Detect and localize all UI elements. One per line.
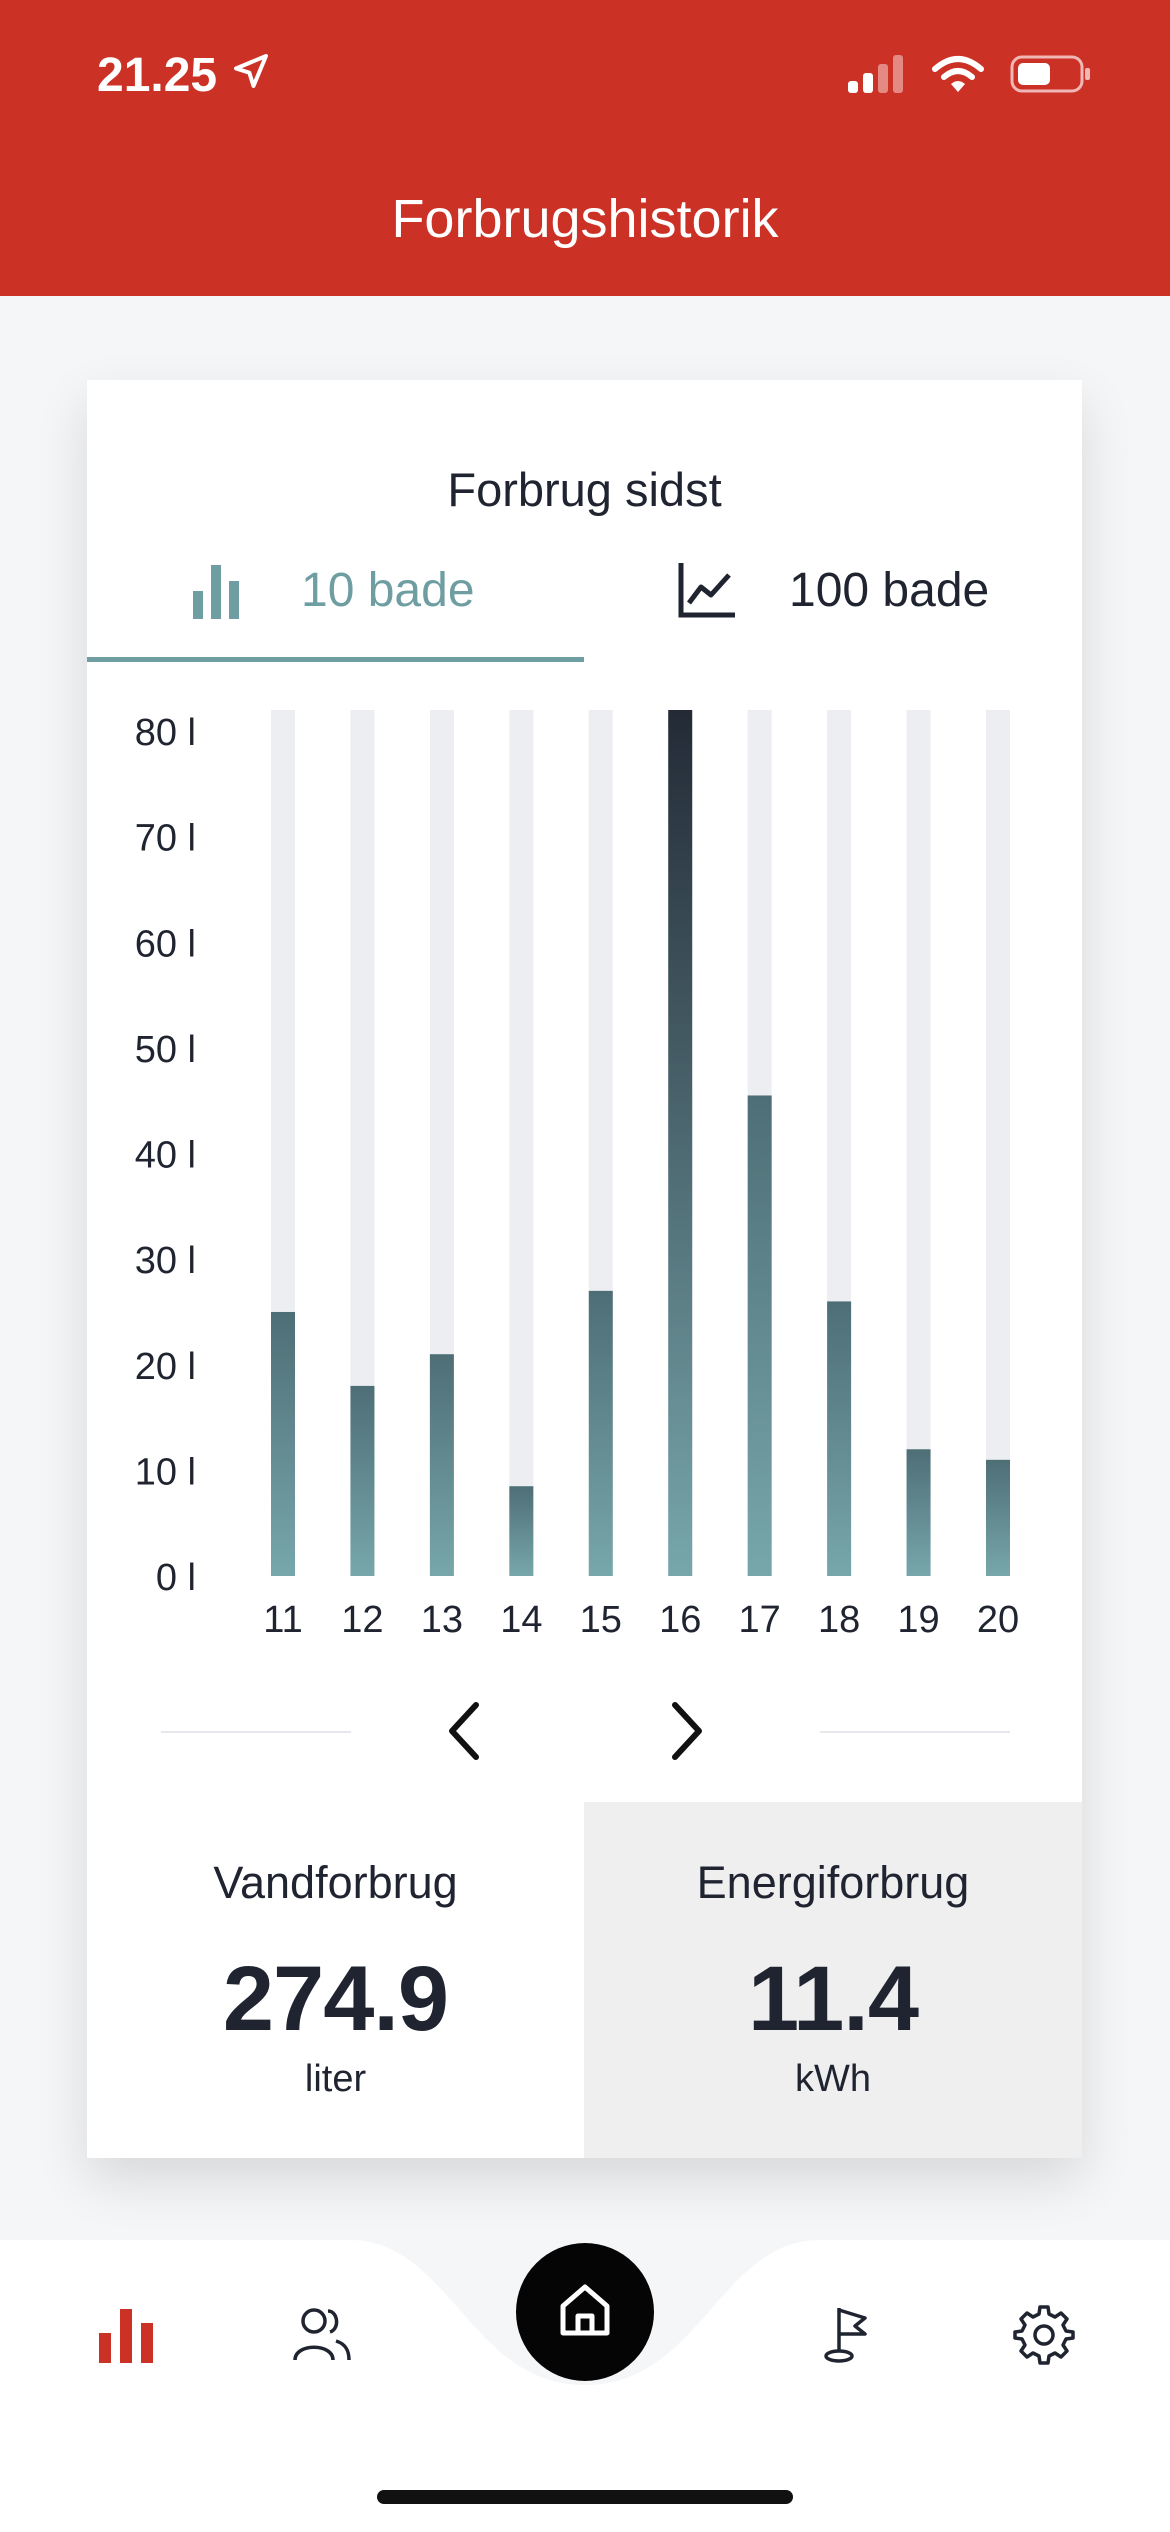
water-consumption-panel: Vandforbrug 274.9 liter [87, 1802, 584, 2158]
signal-icon [848, 55, 906, 98]
tab-challenges[interactable] [810, 2300, 882, 2372]
y-tick-label: 0 l [156, 1557, 196, 1599]
tab-100-baths-label: 100 bade [789, 563, 990, 617]
previous-page-button[interactable] [429, 1698, 499, 1768]
y-tick-label: 10 l [135, 1451, 196, 1493]
clock: 21.25 [97, 49, 218, 102]
active-tab-indicator [87, 657, 584, 662]
y-tick-label: 40 l [135, 1135, 196, 1177]
app-header: 21.25 Forb [0, 0, 1170, 296]
water-unit: liter [304, 2058, 367, 2100]
tab-10-baths-label: 10 bade [301, 563, 475, 617]
x-tick-label: 13 [421, 1599, 463, 1641]
bar-track [986, 710, 1010, 1576]
x-tick-label: 19 [897, 1599, 939, 1641]
consumption-card: Forbrug sidst 10 bade 100 bade [87, 380, 1082, 2158]
bar-track [906, 710, 931, 1576]
bar-13[interactable] [429, 1354, 454, 1576]
y-tick-label: 20 l [135, 1346, 196, 1388]
x-tick-label: 15 [580, 1599, 622, 1641]
bar-16[interactable] [668, 710, 693, 1576]
y-tick-label: 60 l [135, 923, 196, 965]
bar-chart-icon [191, 561, 249, 619]
tab-settings[interactable] [1008, 2300, 1080, 2372]
y-tick-label: 30 l [135, 1240, 196, 1282]
consumption-bar-chart: 0 l 10 l 20 l 30 l 40 l 50 l 60 l 70 l 80 l 11 12 1… [135, 710, 1019, 1641]
battery-icon [1010, 54, 1092, 99]
bar-17[interactable] [747, 1095, 772, 1576]
chevron-left-icon [444, 1701, 484, 1766]
status-icons [848, 54, 1092, 99]
tab-statistics[interactable] [90, 2300, 162, 2372]
card-title: Forbrug sidst [447, 463, 722, 516]
energy-unit: kWh [795, 2058, 871, 2100]
settings-icon [1013, 2303, 1075, 2370]
x-tick-label: 20 [977, 1599, 1019, 1641]
bar-track [509, 710, 534, 1576]
bottom-tab-bar [0, 2240, 1170, 2532]
water-label: Vandforbrug [213, 1857, 458, 1908]
bar-18[interactable] [827, 1301, 852, 1576]
tab-100-baths[interactable]: 100 bade [677, 550, 989, 630]
home-indicator [377, 2490, 793, 2504]
chevron-right-icon [667, 1701, 707, 1766]
x-tick-label: 17 [739, 1599, 781, 1641]
bar-19[interactable] [906, 1449, 931, 1576]
bar-14[interactable] [509, 1486, 534, 1576]
home-icon [556, 2281, 614, 2344]
location-arrow-icon [231, 48, 271, 103]
x-tick-label: 14 [500, 1599, 542, 1641]
bar-12[interactable] [350, 1385, 375, 1576]
x-tick-label: 16 [659, 1599, 701, 1641]
bar-11[interactable] [271, 1311, 295, 1576]
tab-users[interactable] [286, 2300, 358, 2372]
status-bar-time: 21.25 [97, 48, 271, 103]
wifi-icon [932, 55, 984, 98]
y-tick-label: 50 l [135, 1029, 196, 1071]
tab-bar-background [0, 2240, 1170, 2532]
x-tick-label: 18 [818, 1599, 860, 1641]
x-tick-label: 11 [263, 1599, 302, 1641]
energy-value: 11.4 [748, 1948, 919, 2050]
x-tick-label: 12 [341, 1599, 383, 1641]
y-tick-label: 70 l [135, 818, 196, 860]
flag-icon [817, 2304, 875, 2369]
stats-icon [97, 2305, 155, 2368]
next-page-button[interactable] [652, 1698, 722, 1768]
tab-10-baths[interactable]: 10 bade [191, 550, 475, 630]
line-chart-icon [677, 561, 737, 619]
bar-20[interactable] [986, 1459, 1010, 1576]
users-icon [292, 2305, 352, 2368]
nav-divider-left [161, 1731, 351, 1733]
nav-divider-right [820, 1731, 1010, 1733]
energy-label: Energiforbrug [696, 1857, 970, 1908]
home-button[interactable] [516, 2243, 654, 2381]
y-tick-label: 80 l [135, 712, 196, 754]
bar-15[interactable] [588, 1290, 613, 1576]
energy-consumption-panel[interactable]: Energiforbrug 11.4 kWh [584, 1802, 1082, 2158]
water-value: 274.9 [222, 1948, 449, 2050]
page-title: Forbrugshistorik [391, 189, 779, 249]
